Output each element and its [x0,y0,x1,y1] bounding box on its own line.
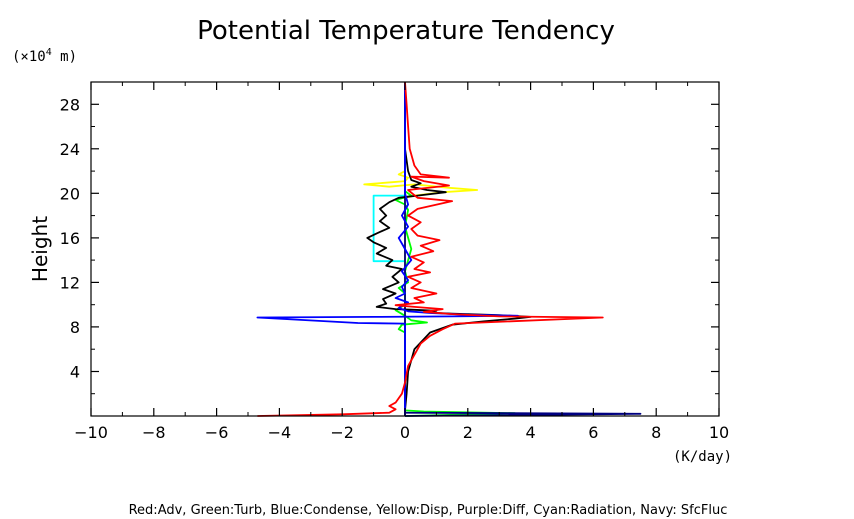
x-tick-label: −6 [205,423,229,442]
x-tick-label: −4 [268,423,292,442]
x-tick-label: −8 [142,423,166,442]
y-unit-label: (×104 m) [12,47,77,65]
y-unit-exponent: 4 [46,47,52,58]
y-unit-prefix: (×10 [12,49,46,65]
y-tick-label: 20 [60,184,80,203]
x-tick-label: 0 [400,423,410,442]
y-tick-label: 8 [70,318,80,337]
x-tick-label: 4 [526,423,536,442]
y-tick-label: 24 [60,140,80,159]
series-line [372,82,406,416]
y-tick-label: 16 [60,229,80,248]
series-line [394,82,516,417]
y-axis-label: Height [28,216,52,282]
y-tick-label: 28 [60,95,80,114]
plot-frame [90,81,720,417]
x-tick-label: −10 [74,423,108,442]
series-line [363,82,479,416]
x-unit-label: (K/day) [673,449,732,465]
x-tick-label: 10 [709,423,729,442]
legend-text: Red:Adv, Green:Turb, Blue:Condense, Yell… [129,503,728,518]
series-line [257,81,604,417]
y-tick-label: 12 [60,273,80,292]
x-tick-label: 8 [651,423,661,442]
chart-title: Potential Temperature Tendency [197,16,615,46]
x-tick-label: 2 [463,423,473,442]
series-layer [256,81,642,417]
series-line [256,82,519,416]
y-unit-suffix: m) [52,49,77,65]
x-tick-label: −2 [330,423,354,442]
series-line [366,82,532,416]
x-tick-label: 6 [588,423,598,442]
y-tick-label: 4 [70,363,80,382]
series-line [404,82,642,417]
